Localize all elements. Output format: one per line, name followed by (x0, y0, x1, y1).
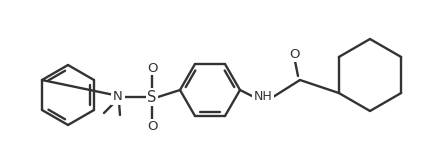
Text: O: O (147, 119, 157, 133)
Text: S: S (147, 89, 157, 104)
Text: N: N (113, 91, 123, 103)
Text: O: O (147, 61, 157, 75)
Text: NH: NH (254, 91, 272, 103)
Text: O: O (290, 49, 300, 61)
